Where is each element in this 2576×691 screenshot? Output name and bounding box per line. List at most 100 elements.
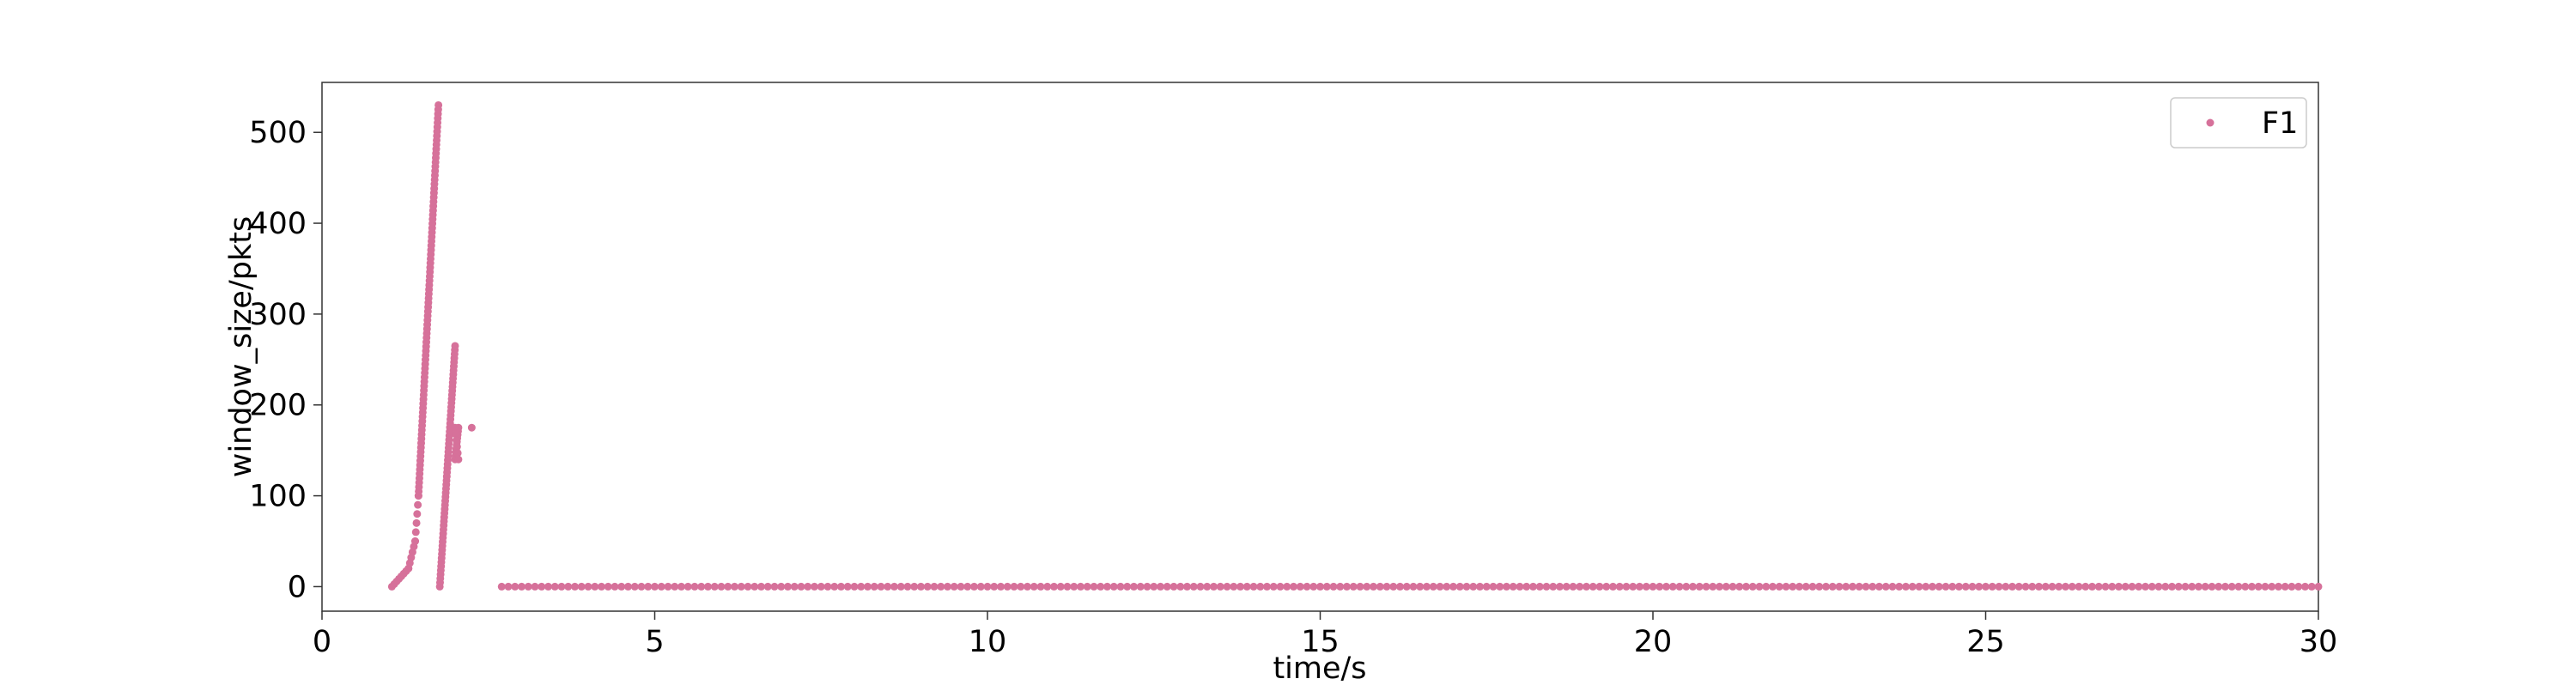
data-point	[1822, 582, 1830, 591]
data-point	[1077, 582, 1084, 591]
data-point	[1722, 582, 1730, 591]
data-point	[857, 582, 866, 591]
data-point	[2301, 582, 2309, 591]
data-point	[1828, 582, 1837, 591]
data-point	[1402, 582, 1411, 591]
data-point	[1595, 582, 1604, 591]
y-tick-label: 500	[249, 116, 307, 150]
data-point	[724, 582, 732, 591]
data-point	[1516, 582, 1524, 591]
data-point	[1163, 582, 1171, 591]
data-point	[777, 582, 786, 591]
legend-box	[2170, 97, 2307, 149]
data-point	[1562, 582, 1571, 591]
data-point	[1449, 582, 1457, 591]
data-point	[804, 582, 812, 591]
legend: F1	[2170, 97, 2307, 149]
data-point	[1382, 582, 1391, 591]
data-point	[1316, 582, 1324, 591]
data-point	[1356, 582, 1364, 591]
data-point	[1868, 582, 1877, 591]
data-point	[657, 582, 665, 591]
data-point	[1003, 582, 1012, 591]
data-point	[2307, 582, 2316, 591]
data-point	[1522, 582, 1531, 591]
data-point	[1290, 582, 1297, 591]
data-point	[1549, 582, 1558, 591]
data-point	[1769, 582, 1777, 591]
data-point	[1303, 582, 1311, 591]
legend-label-f1: F1	[2262, 106, 2298, 141]
data-point	[1755, 582, 1764, 591]
data-point	[2227, 582, 2236, 591]
data-point	[823, 582, 832, 591]
data-point	[2135, 582, 2143, 591]
data-point	[1615, 582, 1624, 591]
data-point	[1329, 582, 1338, 591]
data-point	[637, 582, 646, 591]
data-point	[843, 582, 852, 591]
data-point	[2248, 582, 2256, 591]
data-point	[544, 582, 552, 591]
data-point	[2101, 582, 2110, 591]
data-point	[451, 342, 459, 350]
data-point	[763, 582, 772, 591]
data-point	[1050, 582, 1058, 591]
data-point	[1429, 582, 1437, 591]
data-point	[1881, 582, 1890, 591]
data-point	[531, 582, 539, 591]
data-point	[970, 582, 978, 591]
data-point	[1363, 582, 1371, 591]
data-point	[1269, 582, 1278, 591]
data-point	[1376, 582, 1384, 591]
data-point	[412, 518, 421, 527]
data-point	[1556, 582, 1564, 591]
data-point	[1589, 582, 1597, 591]
data-point	[1216, 582, 1224, 591]
data-point	[1489, 582, 1498, 591]
data-point	[2268, 582, 2276, 591]
data-point	[704, 582, 712, 591]
data-point	[1036, 582, 1045, 591]
data-point	[2294, 582, 2303, 591]
data-point	[1322, 582, 1331, 591]
data-points	[387, 100, 2323, 591]
data-point	[737, 582, 745, 591]
data-point	[2221, 582, 2229, 591]
data-point	[1875, 582, 1883, 591]
data-point	[1170, 582, 1178, 591]
data-point	[1815, 582, 1824, 591]
data-point	[910, 582, 919, 591]
data-point	[524, 582, 532, 591]
data-point	[1789, 582, 1797, 591]
data-point	[1083, 582, 1091, 591]
data-point	[1649, 582, 1657, 591]
data-point	[1176, 582, 1185, 591]
data-point	[2314, 582, 2323, 591]
data-point	[617, 582, 626, 591]
plot-area	[321, 82, 2319, 612]
data-point	[1242, 582, 1251, 591]
data-point	[1143, 582, 1151, 591]
data-point	[2055, 582, 2063, 591]
data-point	[1436, 582, 1444, 591]
data-point	[1929, 582, 1936, 591]
data-point	[1276, 582, 1285, 591]
data-point	[2008, 582, 2016, 591]
data-point	[1343, 582, 1351, 591]
data-point	[1762, 582, 1771, 591]
data-point	[604, 582, 612, 591]
data-point	[1116, 582, 1125, 591]
data-point	[1961, 582, 1970, 591]
data-point	[2062, 582, 2069, 591]
data-point	[504, 582, 513, 591]
data-point	[1157, 582, 1164, 591]
data-point	[1915, 582, 1923, 591]
data-point	[1370, 582, 1377, 591]
data-point	[2002, 582, 2010, 591]
data-point	[2234, 582, 2243, 591]
data-point	[2035, 582, 2043, 591]
data-point	[497, 582, 506, 591]
data-point	[1702, 582, 1710, 591]
